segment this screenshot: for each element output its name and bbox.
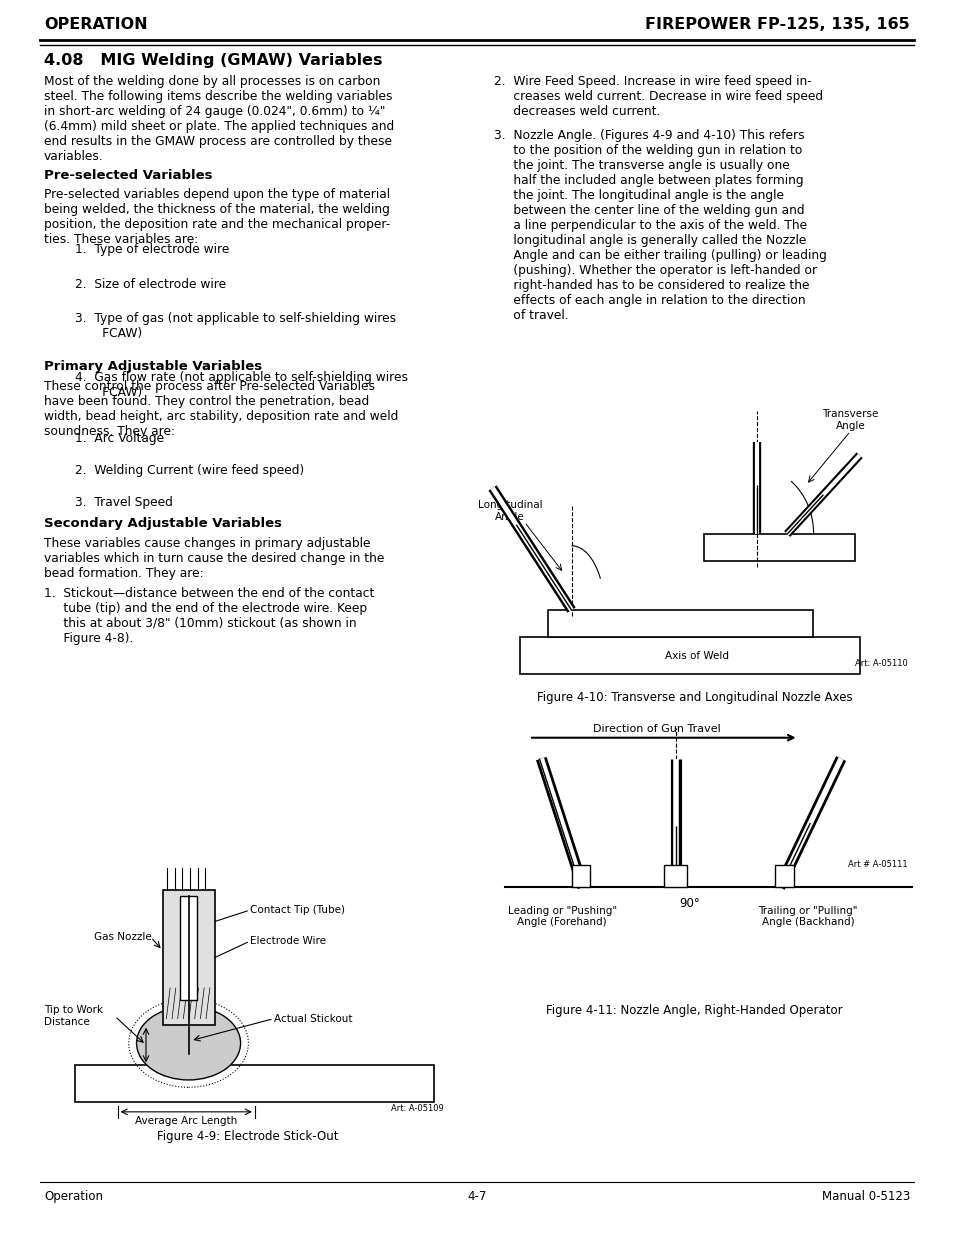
- Text: 2.  Welding Current (wire feed speed): 2. Welding Current (wire feed speed): [75, 464, 304, 477]
- Text: 3.  Travel Speed: 3. Travel Speed: [75, 496, 172, 509]
- Text: Secondary Adjustable Variables: Secondary Adjustable Variables: [44, 517, 281, 530]
- Text: Longitudinal
Angle: Longitudinal Angle: [477, 500, 542, 522]
- Text: 2.  Wire Feed Speed. Increase in wire feed speed in-
     creases weld current. : 2. Wire Feed Speed. Increase in wire fee…: [494, 75, 822, 119]
- Bar: [663, 866, 686, 888]
- Text: 4-7: 4-7: [467, 1191, 486, 1203]
- Text: These control the process after Pre-selected Variables
have been found. They con: These control the process after Pre-sele…: [44, 379, 397, 437]
- Bar: [547, 610, 812, 637]
- Text: FIREPOWER FP-125, 135, 165: FIREPOWER FP-125, 135, 165: [644, 17, 909, 32]
- Ellipse shape: [136, 1007, 240, 1079]
- Text: These variables cause changes in primary adjustable
variables which in turn caus: These variables cause changes in primary…: [44, 536, 384, 579]
- Text: 4.  Gas flow rate (not applicable to self-shielding wires
       FCAW): 4. Gas flow rate (not applicable to self…: [75, 370, 408, 399]
- Text: 2.  Size of electrode wire: 2. Size of electrode wire: [75, 278, 226, 290]
- Text: Figure 4-9: Electrode Stick-Out: Figure 4-9: Electrode Stick-Out: [157, 1130, 338, 1144]
- Text: Electrode Wire: Electrode Wire: [250, 936, 326, 946]
- Text: Average Arc Length: Average Arc Length: [135, 1115, 237, 1125]
- Text: Art # A-05111: Art # A-05111: [847, 860, 906, 869]
- Text: Manual 0-5123: Manual 0-5123: [821, 1191, 909, 1203]
- Text: Figure 4-10: Transverse and Longitudinal Nozzle Axes: Figure 4-10: Transverse and Longitudinal…: [537, 692, 851, 704]
- Text: 1.  Type of electrode wire: 1. Type of electrode wire: [75, 243, 230, 257]
- Text: Actual Stickout: Actual Stickout: [274, 1014, 352, 1024]
- Text: OPERATION: OPERATION: [44, 17, 148, 32]
- Text: 1.  Arc Voltage: 1. Arc Voltage: [75, 432, 164, 446]
- Text: 4.08   MIG Welding (GMAW) Variables: 4.08 MIG Welding (GMAW) Variables: [44, 53, 382, 68]
- Text: Operation: Operation: [44, 1191, 103, 1203]
- Bar: [180, 895, 197, 1000]
- Text: Figure 4-11: Nozzle Angle, Right-Handed Operator: Figure 4-11: Nozzle Angle, Right-Handed …: [546, 1004, 841, 1016]
- Text: 3.  Nozzle Angle. (Figures 4-9 and 4-10) This refers
     to the position of the: 3. Nozzle Angle. (Figures 4-9 and 4-10) …: [494, 130, 826, 322]
- Bar: [519, 637, 859, 674]
- Text: Transverse
Angle: Transverse Angle: [821, 410, 878, 431]
- Text: Direction of Gun Travel: Direction of Gun Travel: [592, 724, 720, 734]
- Text: Trailing or "Pulling"
Angle (Backhand): Trailing or "Pulling" Angle (Backhand): [758, 905, 857, 927]
- Bar: [703, 534, 855, 561]
- Text: 90°: 90°: [679, 897, 700, 910]
- Text: 1.  Stickout—distance between the end of the contact
     tube (tip) and the end: 1. Stickout—distance between the end of …: [44, 587, 374, 645]
- Bar: [774, 866, 793, 888]
- Text: Art: A-05109: Art: A-05109: [391, 1104, 443, 1113]
- Bar: [162, 890, 214, 1025]
- Text: Tip to Work
Distance: Tip to Work Distance: [44, 1005, 103, 1028]
- Bar: [75, 1066, 434, 1102]
- Text: Gas Nozzle: Gas Nozzle: [94, 932, 152, 942]
- Text: Art: A-05110: Art: A-05110: [854, 658, 906, 668]
- Text: Most of the welding done by all processes is on carbon
steel. The following item: Most of the welding done by all processe…: [44, 75, 394, 163]
- Text: Pre-selected Variables: Pre-selected Variables: [44, 168, 213, 182]
- Text: 3.  Type of gas (not applicable to self-shielding wires
       FCAW): 3. Type of gas (not applicable to self-s…: [75, 312, 395, 340]
- Bar: [571, 866, 590, 888]
- Text: Pre-selected variables depend upon the type of material
being welded, the thickn: Pre-selected variables depend upon the t…: [44, 188, 390, 246]
- Text: Contact Tip (Tube): Contact Tip (Tube): [250, 905, 345, 915]
- Text: Leading or "Pushing"
Angle (Forehand): Leading or "Pushing" Angle (Forehand): [507, 905, 616, 927]
- Text: Axis of Weld: Axis of Weld: [664, 651, 728, 661]
- Text: Primary Adjustable Variables: Primary Adjustable Variables: [44, 359, 262, 373]
